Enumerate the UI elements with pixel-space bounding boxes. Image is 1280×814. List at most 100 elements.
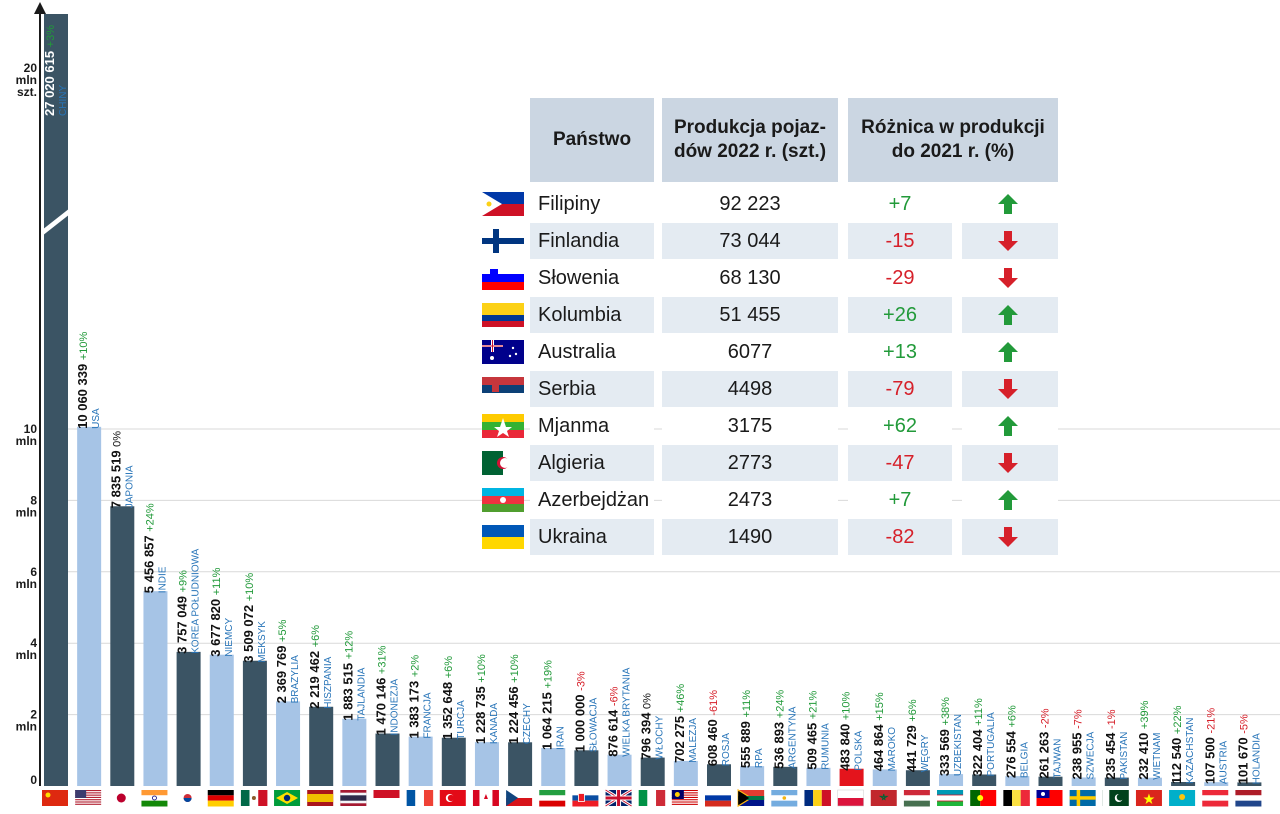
country-label: MALEZJA — [688, 718, 699, 763]
czechia-flag-icon — [506, 790, 533, 806]
country-label: SZWECJA — [1086, 731, 1097, 779]
bar-japonia — [110, 506, 135, 786]
bar-label-group: 509 465 +21%RUMUNIA — [804, 691, 831, 770]
bar-uzbekistan — [939, 774, 964, 786]
country-label: MAROKO — [887, 727, 898, 772]
value-label: 7 835 519 0% — [108, 431, 123, 509]
bar-label-group: 1 224 456 +10%CZECHY — [506, 654, 533, 744]
germany-flag-icon — [207, 790, 234, 807]
change-label: +6% — [443, 656, 455, 679]
value-label: 441 729 +6% — [904, 699, 919, 772]
value-label: 796 394 0% — [639, 693, 654, 760]
country-label: ROSJA — [721, 733, 732, 767]
change-label: +5% — [277, 619, 289, 642]
arrow-down-icon — [998, 527, 1018, 547]
value-label: 3 757 049 +9% — [175, 570, 190, 654]
country-label: TAJLANDIA — [356, 667, 367, 720]
usa-flag-icon — [75, 790, 102, 805]
change-label: +21% — [807, 691, 819, 720]
value-label: 1 883 515 +12% — [340, 631, 355, 721]
country-label: INDIE — [157, 566, 168, 593]
bar-chiny — [44, 14, 68, 786]
arrow-down-icon — [998, 231, 1018, 251]
finlandia-flag-icon — [482, 229, 524, 253]
bar-label-group: 483 840 +10%POLSKA — [838, 691, 865, 770]
bar-polska — [839, 768, 864, 786]
bar-label-group: 1 383 173 +2%FRANCJA — [407, 655, 434, 739]
bar-korea-południowa — [176, 651, 201, 786]
portugal-flag-icon — [970, 790, 997, 806]
change-label: +38% — [940, 697, 952, 726]
value-label: 333 569 +38% — [937, 697, 952, 776]
table-cell-change: -47 — [848, 445, 952, 481]
russia-flag-icon — [705, 790, 731, 807]
change-label: +11% — [973, 698, 985, 726]
bar-kanada — [474, 742, 499, 786]
change-label: 0% — [642, 693, 654, 709]
bar-brazylia — [276, 701, 301, 786]
bar-label-group: 1 064 215 +19%IRAN — [539, 660, 566, 750]
country-label: INDONEZJA — [390, 679, 401, 736]
change-label: +6% — [907, 699, 919, 722]
y-tick-label: 4 mln — [16, 636, 38, 662]
y-tick-label: 2 mln — [16, 708, 38, 734]
change-label: -1% — [1106, 709, 1118, 729]
canada-flag-icon — [472, 790, 499, 806]
change-label: -21% — [1205, 708, 1217, 734]
table-cell-production: 4498 — [662, 371, 838, 407]
change-label: +24% — [774, 690, 786, 719]
bar-czechy — [508, 742, 533, 786]
bar-pakistan — [1104, 777, 1129, 786]
change-label: +10% — [841, 691, 853, 720]
table-row: Australia 6077 +13 — [476, 334, 1058, 370]
bar-kazachstan — [1171, 781, 1196, 786]
bar-label-group: 261 263 -2%TAJWAN — [1037, 708, 1064, 778]
bar-label-group: 3 677 820 +11%NIEMCY — [208, 567, 235, 656]
bar-turcja — [441, 737, 466, 786]
value-label: 1 064 215 +19% — [539, 660, 554, 750]
table-cell-production: 6077 — [662, 334, 838, 370]
bar-label-group: 5 456 857 +24%INDIE — [141, 503, 168, 593]
table-cell-production: 73 044 — [662, 223, 838, 259]
change-label: +11% — [211, 567, 223, 595]
country-label: WĘGRY — [920, 734, 931, 772]
country-label: KAZACHSTAN — [1185, 717, 1196, 784]
bar-maroko — [872, 769, 897, 786]
value-label: 5 456 857 +24% — [141, 503, 156, 593]
bar-label-group: 1 000 000 -3%SŁOWACJA — [572, 671, 599, 752]
table-cell-country: Filipiny — [530, 186, 654, 222]
value-label: 1 224 456 +10% — [506, 654, 521, 744]
country-label: TURCJA — [456, 700, 467, 740]
country-label: IRAN — [555, 726, 566, 750]
australia-flag-icon — [482, 340, 524, 364]
bar-węgry — [905, 770, 930, 786]
bar-belgia — [1005, 776, 1030, 786]
south-africa-flag-icon — [737, 788, 765, 808]
country-label: NIEMCY — [224, 617, 235, 656]
table-row: Filipiny 92 223 +7 — [476, 186, 1058, 222]
bar-francja — [408, 736, 433, 786]
bar-label-group: 702 275 +46%MALEZJA — [672, 684, 699, 763]
table-cell-production: 2773 — [662, 445, 838, 481]
bar-label-group: 276 554 +6%BELGIA — [1003, 705, 1030, 778]
table-cell-change: +13 — [848, 334, 952, 370]
country-label: ARGENTYNA — [787, 706, 798, 769]
value-label: 1 228 735 +10% — [473, 654, 488, 744]
value-label: 608 460 -61% — [705, 690, 720, 767]
table-cell-change: -29 — [848, 260, 952, 296]
country-label: PORTUGALIA — [986, 712, 997, 777]
pakistan-flag-icon — [1102, 790, 1129, 806]
table-cell-change: -82 — [848, 519, 952, 555]
poland-flag-icon — [837, 789, 864, 807]
change-label: +24% — [144, 503, 156, 532]
bar-label-group: 238 955 -7%SZWECJA — [1070, 709, 1097, 779]
bar-label-group: 1 352 648 +6%TURCJA — [440, 656, 467, 740]
azerbejd-an-flag-icon — [482, 488, 524, 512]
arrow-up-icon — [998, 416, 1018, 436]
table-row: Algieria 2773 -47 — [476, 445, 1058, 481]
romania-flag-icon — [804, 790, 831, 806]
country-label: MEKSYK — [257, 621, 268, 663]
bar-label-group: 464 864 +15%MAROKO — [871, 692, 898, 771]
morocco-flag-icon — [870, 790, 897, 806]
value-label: 238 955 -7% — [1070, 709, 1085, 779]
